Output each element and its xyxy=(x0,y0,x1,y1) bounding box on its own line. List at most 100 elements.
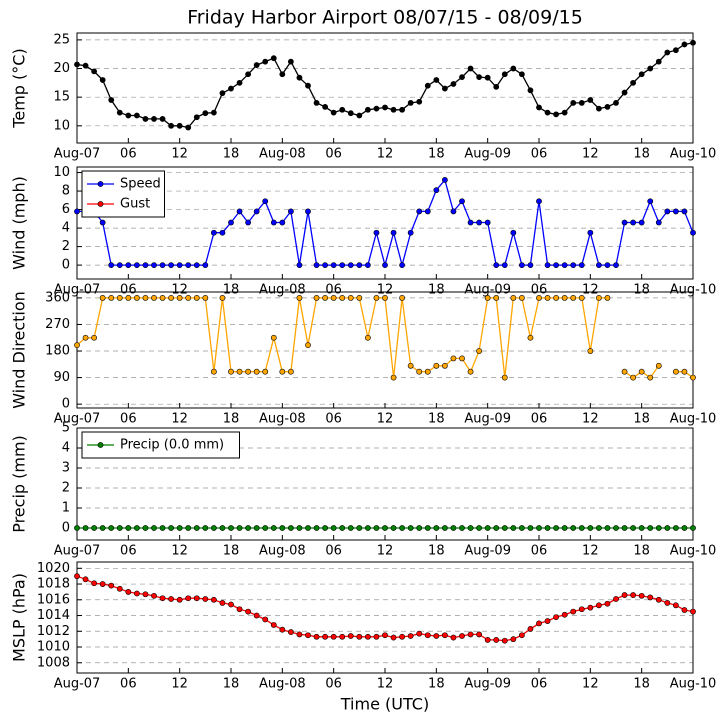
data-point xyxy=(99,295,106,301)
data-point xyxy=(347,633,354,639)
data-point xyxy=(595,105,602,112)
data-point xyxy=(270,219,277,226)
data-point xyxy=(74,61,80,68)
x-tick-label: Aug-10 xyxy=(670,283,717,298)
y-tick-label: 180 xyxy=(45,344,70,359)
data-point xyxy=(82,334,89,341)
data-point xyxy=(168,525,175,531)
x-tick-label: 06 xyxy=(325,147,342,162)
data-point xyxy=(587,525,594,531)
data-point xyxy=(91,334,98,341)
data-point xyxy=(151,116,157,122)
y-axis-label: Temp (°C) xyxy=(10,48,29,128)
data-point xyxy=(296,262,303,269)
data-point xyxy=(219,600,226,606)
data-point xyxy=(339,525,346,531)
data-point xyxy=(390,229,397,236)
data-point xyxy=(536,620,542,627)
data-point xyxy=(330,262,337,269)
data-point xyxy=(441,85,448,92)
data-point xyxy=(476,219,483,226)
data-point xyxy=(681,208,688,215)
y-axis-label: Wind Direction xyxy=(10,291,29,409)
data-point xyxy=(82,62,89,69)
data-point xyxy=(133,525,140,531)
data-point xyxy=(390,634,397,641)
x-tick-label: 18 xyxy=(428,677,445,692)
data-point xyxy=(176,122,183,129)
x-tick-label: 12 xyxy=(582,412,599,427)
data-point xyxy=(219,90,226,97)
data-point xyxy=(484,219,491,226)
data-point xyxy=(382,104,388,111)
data-point xyxy=(613,596,619,602)
data-point xyxy=(262,198,269,205)
data-point xyxy=(356,112,363,119)
data-point xyxy=(433,187,440,194)
data-point xyxy=(638,71,645,78)
data-point xyxy=(305,342,311,349)
x-tick-label: Aug-08 xyxy=(259,412,306,427)
data-point xyxy=(621,525,628,531)
y-axis-label: MSLP (hPa) xyxy=(10,573,29,662)
data-point xyxy=(339,633,346,640)
data-point xyxy=(382,632,388,639)
data-point xyxy=(347,110,354,117)
x-tick-label: Aug-09 xyxy=(464,412,511,427)
data-point xyxy=(655,596,662,603)
data-point xyxy=(587,229,594,236)
y-tick-label: 1014 xyxy=(37,608,70,623)
data-point xyxy=(287,58,294,65)
data-point xyxy=(399,525,406,531)
data-point xyxy=(262,616,269,623)
data-point xyxy=(510,525,517,531)
data-point xyxy=(518,262,525,269)
legend-label: Precip (0.0 mm) xyxy=(120,438,224,453)
data-point xyxy=(441,525,448,531)
data-point xyxy=(176,295,183,301)
data-point xyxy=(270,334,277,341)
x-tick-label: 06 xyxy=(325,283,342,298)
data-point xyxy=(416,98,423,105)
data-point xyxy=(253,612,260,619)
y-tick-label: 1020 xyxy=(37,561,70,576)
data-point xyxy=(236,79,243,86)
x-tick-label: Aug-08 xyxy=(259,544,306,559)
data-point xyxy=(185,295,192,301)
data-point xyxy=(433,362,440,369)
data-point xyxy=(561,295,568,301)
data-point xyxy=(151,262,157,269)
data-point xyxy=(356,525,363,531)
data-point xyxy=(74,208,80,215)
data-point xyxy=(399,633,406,640)
x-tick-label: 06 xyxy=(325,677,342,692)
data-point xyxy=(168,295,175,301)
data-point xyxy=(219,229,226,236)
data-point xyxy=(116,525,123,531)
data-point xyxy=(570,295,577,301)
x-tick-label: Aug-08 xyxy=(259,283,306,298)
data-point xyxy=(176,596,183,603)
data-point xyxy=(382,525,388,531)
x-tick-label: 12 xyxy=(377,283,394,298)
data-point xyxy=(630,79,637,86)
data-point xyxy=(459,525,465,531)
legend-box xyxy=(81,170,165,218)
data-point xyxy=(621,592,628,598)
data-point xyxy=(151,295,157,301)
y-tick-label: 90 xyxy=(53,370,70,385)
y-tick-label: 2 xyxy=(62,239,70,254)
data-point xyxy=(253,208,260,215)
data-point xyxy=(305,208,311,215)
data-point xyxy=(613,262,619,269)
data-point xyxy=(441,362,448,369)
data-point xyxy=(313,99,320,106)
x-tick-label: Aug-09 xyxy=(464,544,511,559)
data-point xyxy=(287,368,294,375)
data-point xyxy=(168,596,175,602)
data-point xyxy=(424,82,431,89)
data-point xyxy=(347,295,354,301)
data-point xyxy=(236,525,243,531)
data-point xyxy=(450,208,457,215)
